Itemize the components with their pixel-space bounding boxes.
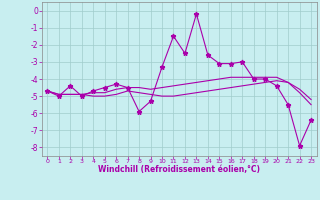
X-axis label: Windchill (Refroidissement éolien,°C): Windchill (Refroidissement éolien,°C) bbox=[98, 165, 260, 174]
